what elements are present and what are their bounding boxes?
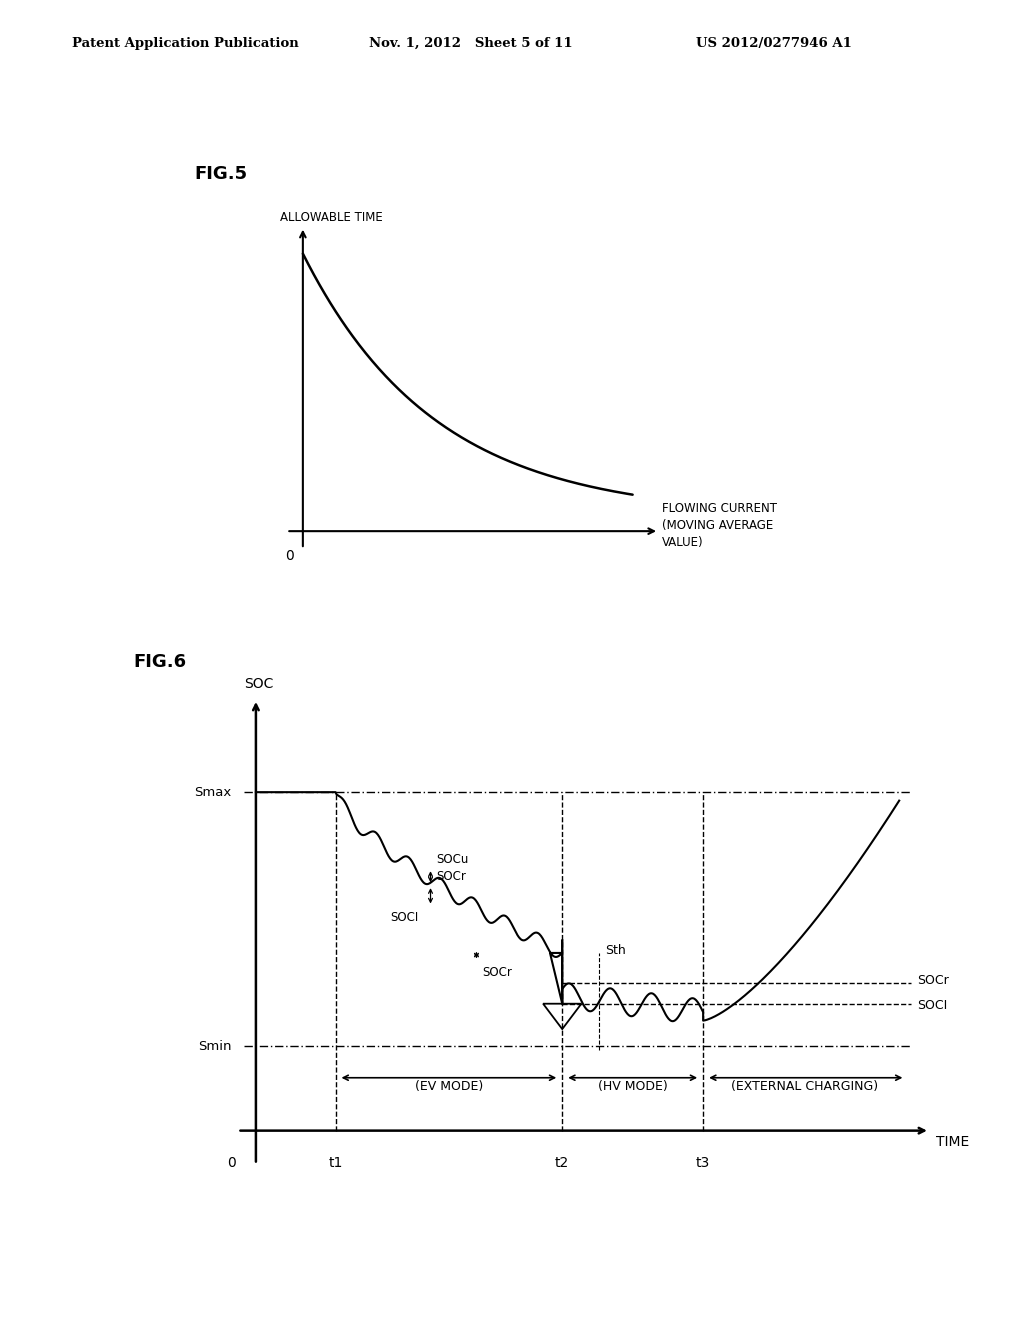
Text: ALLOWABLE TIME: ALLOWABLE TIME (280, 211, 383, 224)
Text: SOCr: SOCr (918, 974, 949, 987)
Text: Sth: Sth (605, 944, 626, 957)
Text: SOCr: SOCr (436, 870, 467, 883)
Text: 0: 0 (227, 1156, 236, 1170)
Text: 0: 0 (286, 549, 294, 564)
FancyArrow shape (543, 940, 582, 1030)
Text: TIME: TIME (936, 1135, 969, 1148)
Text: SOCr: SOCr (482, 966, 512, 978)
Text: SOC: SOC (244, 677, 273, 690)
Text: SOCI: SOCI (918, 999, 948, 1012)
Text: (EV MODE): (EV MODE) (415, 1080, 483, 1093)
Text: t3: t3 (696, 1156, 711, 1170)
Text: FIG.5: FIG.5 (195, 165, 248, 183)
Text: SOCu: SOCu (436, 853, 469, 866)
Text: US 2012/0277946 A1: US 2012/0277946 A1 (696, 37, 852, 50)
Text: Nov. 1, 2012   Sheet 5 of 11: Nov. 1, 2012 Sheet 5 of 11 (369, 37, 572, 50)
Text: t2: t2 (555, 1156, 569, 1170)
Text: FIG.6: FIG.6 (133, 653, 186, 672)
Text: Smin: Smin (198, 1040, 231, 1052)
Text: (EXTERNAL CHARGING): (EXTERNAL CHARGING) (731, 1080, 878, 1093)
Text: SOCI: SOCI (391, 911, 419, 924)
Text: (HV MODE): (HV MODE) (598, 1080, 668, 1093)
Text: Patent Application Publication: Patent Application Publication (72, 37, 298, 50)
Text: t1: t1 (329, 1156, 343, 1170)
Text: FLOWING CURRENT
(MOVING AVERAGE
VALUE): FLOWING CURRENT (MOVING AVERAGE VALUE) (663, 502, 777, 549)
Text: Smax: Smax (195, 785, 231, 799)
